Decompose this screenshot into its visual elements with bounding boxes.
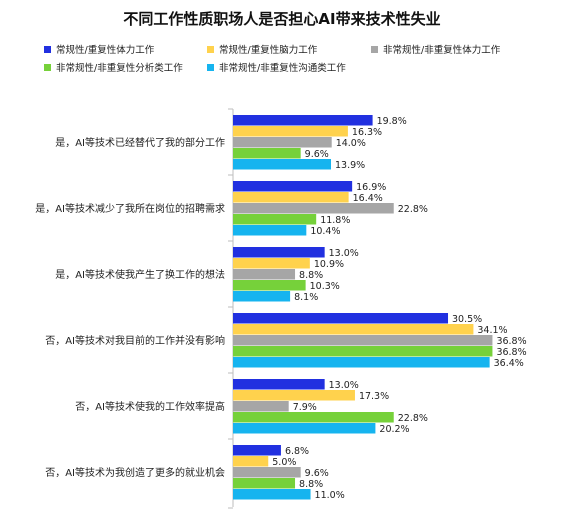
legend-label-2: 常规性/重复性脑力工作 (219, 45, 318, 56)
legend-label-4: 非常规性/非重复性分析类工作 (56, 63, 183, 74)
category-label: 是，AI等技术减少了我所在岗位的招聘需求 (35, 202, 225, 215)
category-label: 是，AI等技术已经替代了我的部分工作 (55, 136, 225, 149)
legend-swatch-2 (207, 45, 214, 53)
data-label: 10.3% (310, 281, 340, 292)
bar (233, 148, 301, 159)
data-label: 17.3% (359, 391, 389, 402)
legend-item-4: 非常规性/非重复性分析类工作 (44, 60, 183, 74)
bar (233, 390, 355, 401)
data-label: 8.8% (299, 270, 323, 281)
bar (233, 115, 373, 126)
bar (233, 313, 449, 324)
bar (233, 137, 332, 148)
data-label: 13.0% (329, 380, 359, 391)
legend-label-1: 常规性/重复性体力工作 (56, 45, 155, 56)
bar (233, 225, 307, 236)
bar (233, 291, 291, 302)
data-label: 10.9% (314, 259, 344, 270)
bar (233, 423, 376, 434)
bar (233, 456, 269, 467)
legend-item-2: 常规性/重复性脑力工作 (207, 42, 317, 56)
data-label: 8.1% (294, 292, 318, 303)
data-label: 11.0% (315, 490, 345, 501)
data-label: 13.9% (335, 160, 365, 171)
data-label: 30.5% (452, 314, 482, 325)
legend-label-3: 非常规性/非重复性体力工作 (383, 45, 501, 56)
data-label: 16.9% (356, 182, 386, 193)
bar (233, 247, 325, 258)
legend-label-5: 非常规性/非重复性沟通类工作 (219, 63, 346, 74)
bar (233, 357, 490, 368)
bar (233, 412, 394, 423)
legend-item-5: 非常规性/非重复性沟通类工作 (207, 60, 346, 74)
bar (233, 269, 296, 280)
bar (233, 489, 311, 500)
bar (233, 258, 310, 269)
data-label: 34.1% (477, 325, 507, 336)
data-label: 36.8% (496, 347, 526, 358)
bar (233, 335, 493, 346)
data-label: 9.6% (305, 149, 329, 160)
data-label: 22.8% (398, 204, 428, 215)
legend-swatch-4 (44, 63, 51, 71)
data-label: 9.6% (305, 468, 329, 479)
bar (233, 324, 474, 335)
category-label: 否，AI等技术使我的工作效率提高 (75, 400, 225, 413)
bar (233, 379, 325, 390)
data-label: 13.0% (329, 248, 359, 259)
data-label: 36.8% (496, 336, 526, 347)
data-label: 7.9% (293, 402, 317, 413)
data-label: 14.0% (336, 138, 366, 149)
bar (233, 214, 317, 225)
data-label: 16.4% (353, 193, 383, 204)
data-label: 36.4% (494, 358, 524, 369)
bar (233, 478, 296, 489)
data-label: 16.3% (352, 127, 382, 138)
bar (233, 401, 289, 412)
category-label: 否，AI等技术为我创造了更多的就业机会 (45, 466, 225, 479)
legend-swatch-1 (44, 45, 51, 53)
bar (233, 467, 301, 478)
data-label: 11.8% (320, 215, 350, 226)
legend-swatch-3 (371, 45, 378, 53)
bar (233, 346, 493, 357)
data-label: 22.8% (398, 413, 428, 424)
category-label: 是，AI等技术使我产生了换工作的想法 (55, 268, 225, 281)
legend-swatch-5 (207, 63, 214, 71)
bar (233, 159, 331, 170)
category-label: 否，AI等技术对我目前的工作并没有影响 (45, 334, 225, 347)
data-label: 20.2% (379, 424, 409, 435)
data-label: 5.0% (272, 457, 296, 468)
bar (233, 280, 306, 291)
legend-item-1: 常规性/重复性体力工作 (44, 42, 154, 56)
bar (233, 192, 349, 203)
bar (233, 126, 348, 137)
data-label: 8.8% (299, 479, 323, 490)
data-label: 19.8% (377, 116, 407, 127)
data-label: 6.8% (285, 446, 309, 457)
chart-title: 不同工作性质职场人是否担心AI带来技术性失业 (123, 10, 441, 28)
bar (233, 445, 281, 456)
data-label: 10.4% (310, 226, 340, 237)
bar (233, 181, 353, 192)
bar (233, 203, 394, 214)
legend-item-3: 非常规性/非重复性体力工作 (371, 42, 500, 56)
